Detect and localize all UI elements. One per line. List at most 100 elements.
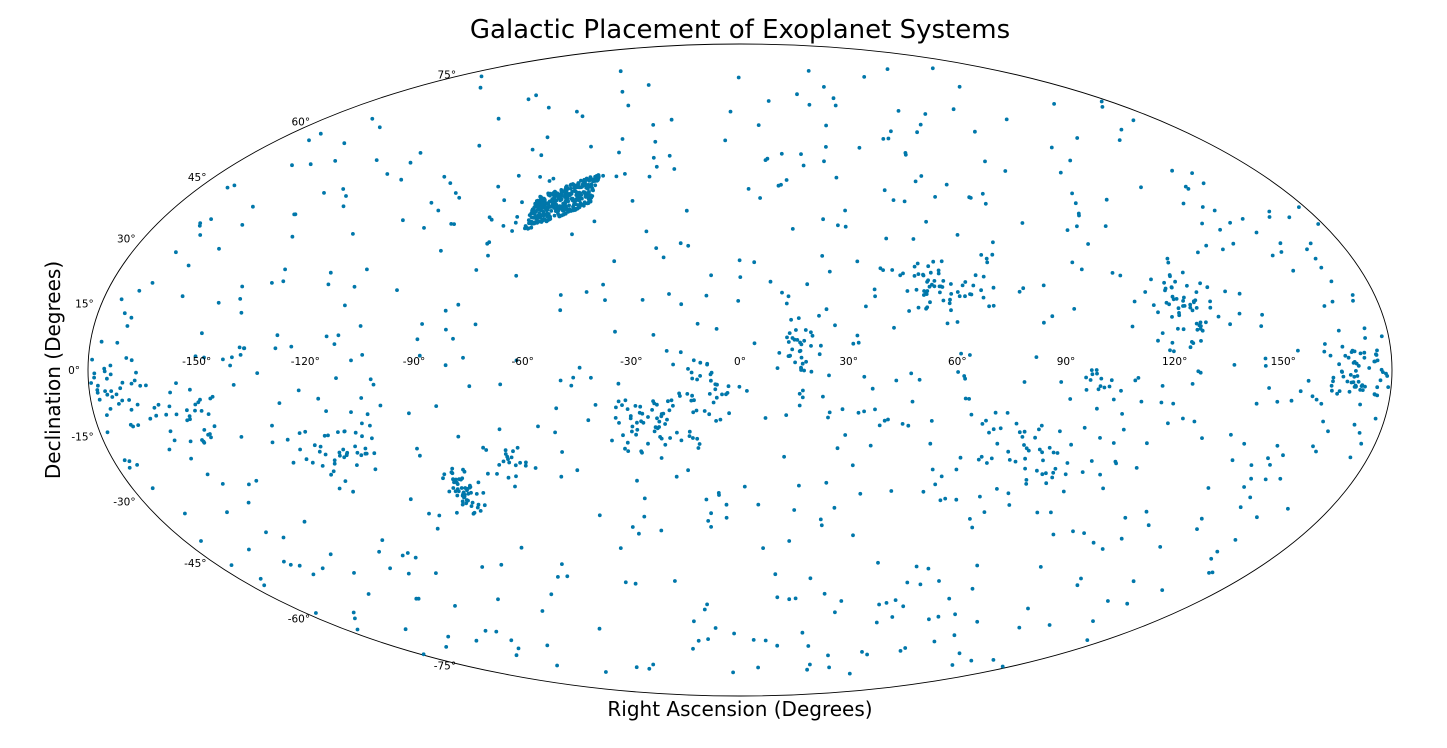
data-point xyxy=(533,201,538,206)
data-point xyxy=(1070,191,1074,196)
data-point xyxy=(360,353,365,357)
data-point xyxy=(138,383,143,388)
data-point xyxy=(1005,411,1010,415)
data-point xyxy=(634,665,639,670)
data-point xyxy=(713,626,718,630)
data-point xyxy=(365,267,369,272)
data-point xyxy=(531,215,536,220)
data-point xyxy=(953,612,957,617)
data-point xyxy=(941,298,946,303)
data-point xyxy=(704,497,709,502)
data-point xyxy=(546,105,551,110)
data-point xyxy=(709,273,713,278)
data-point xyxy=(317,449,322,454)
data-point xyxy=(1367,366,1372,370)
data-point xyxy=(180,294,185,299)
data-point xyxy=(1329,383,1334,388)
data-point xyxy=(715,382,719,387)
data-point xyxy=(775,366,780,370)
data-point xyxy=(1297,205,1301,210)
data-point xyxy=(860,650,864,654)
data-point xyxy=(886,417,890,422)
data-point xyxy=(380,538,385,542)
data-point xyxy=(647,666,652,671)
data-point xyxy=(501,224,506,228)
data-point xyxy=(312,443,317,448)
data-point xyxy=(1120,412,1124,416)
data-point xyxy=(597,626,602,631)
data-point xyxy=(1319,401,1324,406)
data-point xyxy=(589,144,593,149)
data-point xyxy=(731,670,735,675)
data-point xyxy=(1077,213,1081,218)
data-point xyxy=(228,363,233,368)
data-point xyxy=(664,349,669,353)
data-point xyxy=(239,435,244,439)
data-point xyxy=(1291,268,1296,273)
data-point xyxy=(229,563,234,567)
data-point xyxy=(1014,421,1019,426)
data-point xyxy=(125,324,130,328)
data-point xyxy=(775,595,780,600)
data-point xyxy=(707,412,712,417)
data-point xyxy=(1125,601,1130,606)
data-point xyxy=(514,273,519,278)
data-point xyxy=(1171,297,1176,302)
data-point xyxy=(817,313,821,318)
data-point xyxy=(810,333,815,338)
data-point xyxy=(1270,253,1275,258)
data-point xyxy=(291,460,296,465)
data-point xyxy=(358,324,363,328)
data-point xyxy=(597,513,602,518)
data-point xyxy=(884,601,889,605)
y-tick-label: -30° xyxy=(113,497,135,509)
data-point xyxy=(1374,353,1379,357)
data-point xyxy=(1006,449,1011,454)
data-point xyxy=(921,272,925,277)
data-point xyxy=(560,450,564,454)
data-point xyxy=(642,514,647,519)
data-point xyxy=(1238,505,1243,510)
data-point xyxy=(601,282,605,287)
data-point xyxy=(952,633,957,638)
data-point xyxy=(462,469,467,474)
data-point xyxy=(973,129,977,134)
data-point xyxy=(1119,127,1124,132)
data-point xyxy=(174,381,178,385)
data-point xyxy=(427,511,431,516)
data-point xyxy=(571,375,576,380)
data-point xyxy=(456,302,461,307)
data-point xyxy=(1133,378,1138,383)
data-point xyxy=(105,392,110,397)
data-point xyxy=(704,293,709,298)
data-point xyxy=(824,307,829,312)
data-point xyxy=(1190,340,1194,344)
data-point xyxy=(808,662,812,667)
data-point xyxy=(566,209,571,214)
data-point xyxy=(635,427,640,432)
data-point xyxy=(1352,360,1357,364)
data-point xyxy=(95,390,100,395)
data-point xyxy=(164,412,169,417)
data-point xyxy=(625,440,630,445)
data-point xyxy=(1232,363,1237,367)
data-point xyxy=(1260,312,1264,317)
data-point xyxy=(819,523,824,528)
data-point xyxy=(941,279,946,283)
data-point xyxy=(415,337,420,342)
data-point xyxy=(1038,565,1043,569)
y-tick-label: -75° xyxy=(434,660,456,672)
data-point xyxy=(843,208,847,213)
data-point xyxy=(799,152,803,157)
data-point xyxy=(773,572,778,577)
data-point xyxy=(1278,476,1283,481)
data-point xyxy=(874,620,879,625)
data-point xyxy=(836,223,840,228)
data-point xyxy=(889,489,894,493)
data-point xyxy=(1118,273,1123,278)
data-point xyxy=(667,153,672,158)
data-point xyxy=(565,185,569,190)
data-point xyxy=(913,179,918,184)
data-point xyxy=(902,199,907,204)
data-point xyxy=(135,463,140,467)
